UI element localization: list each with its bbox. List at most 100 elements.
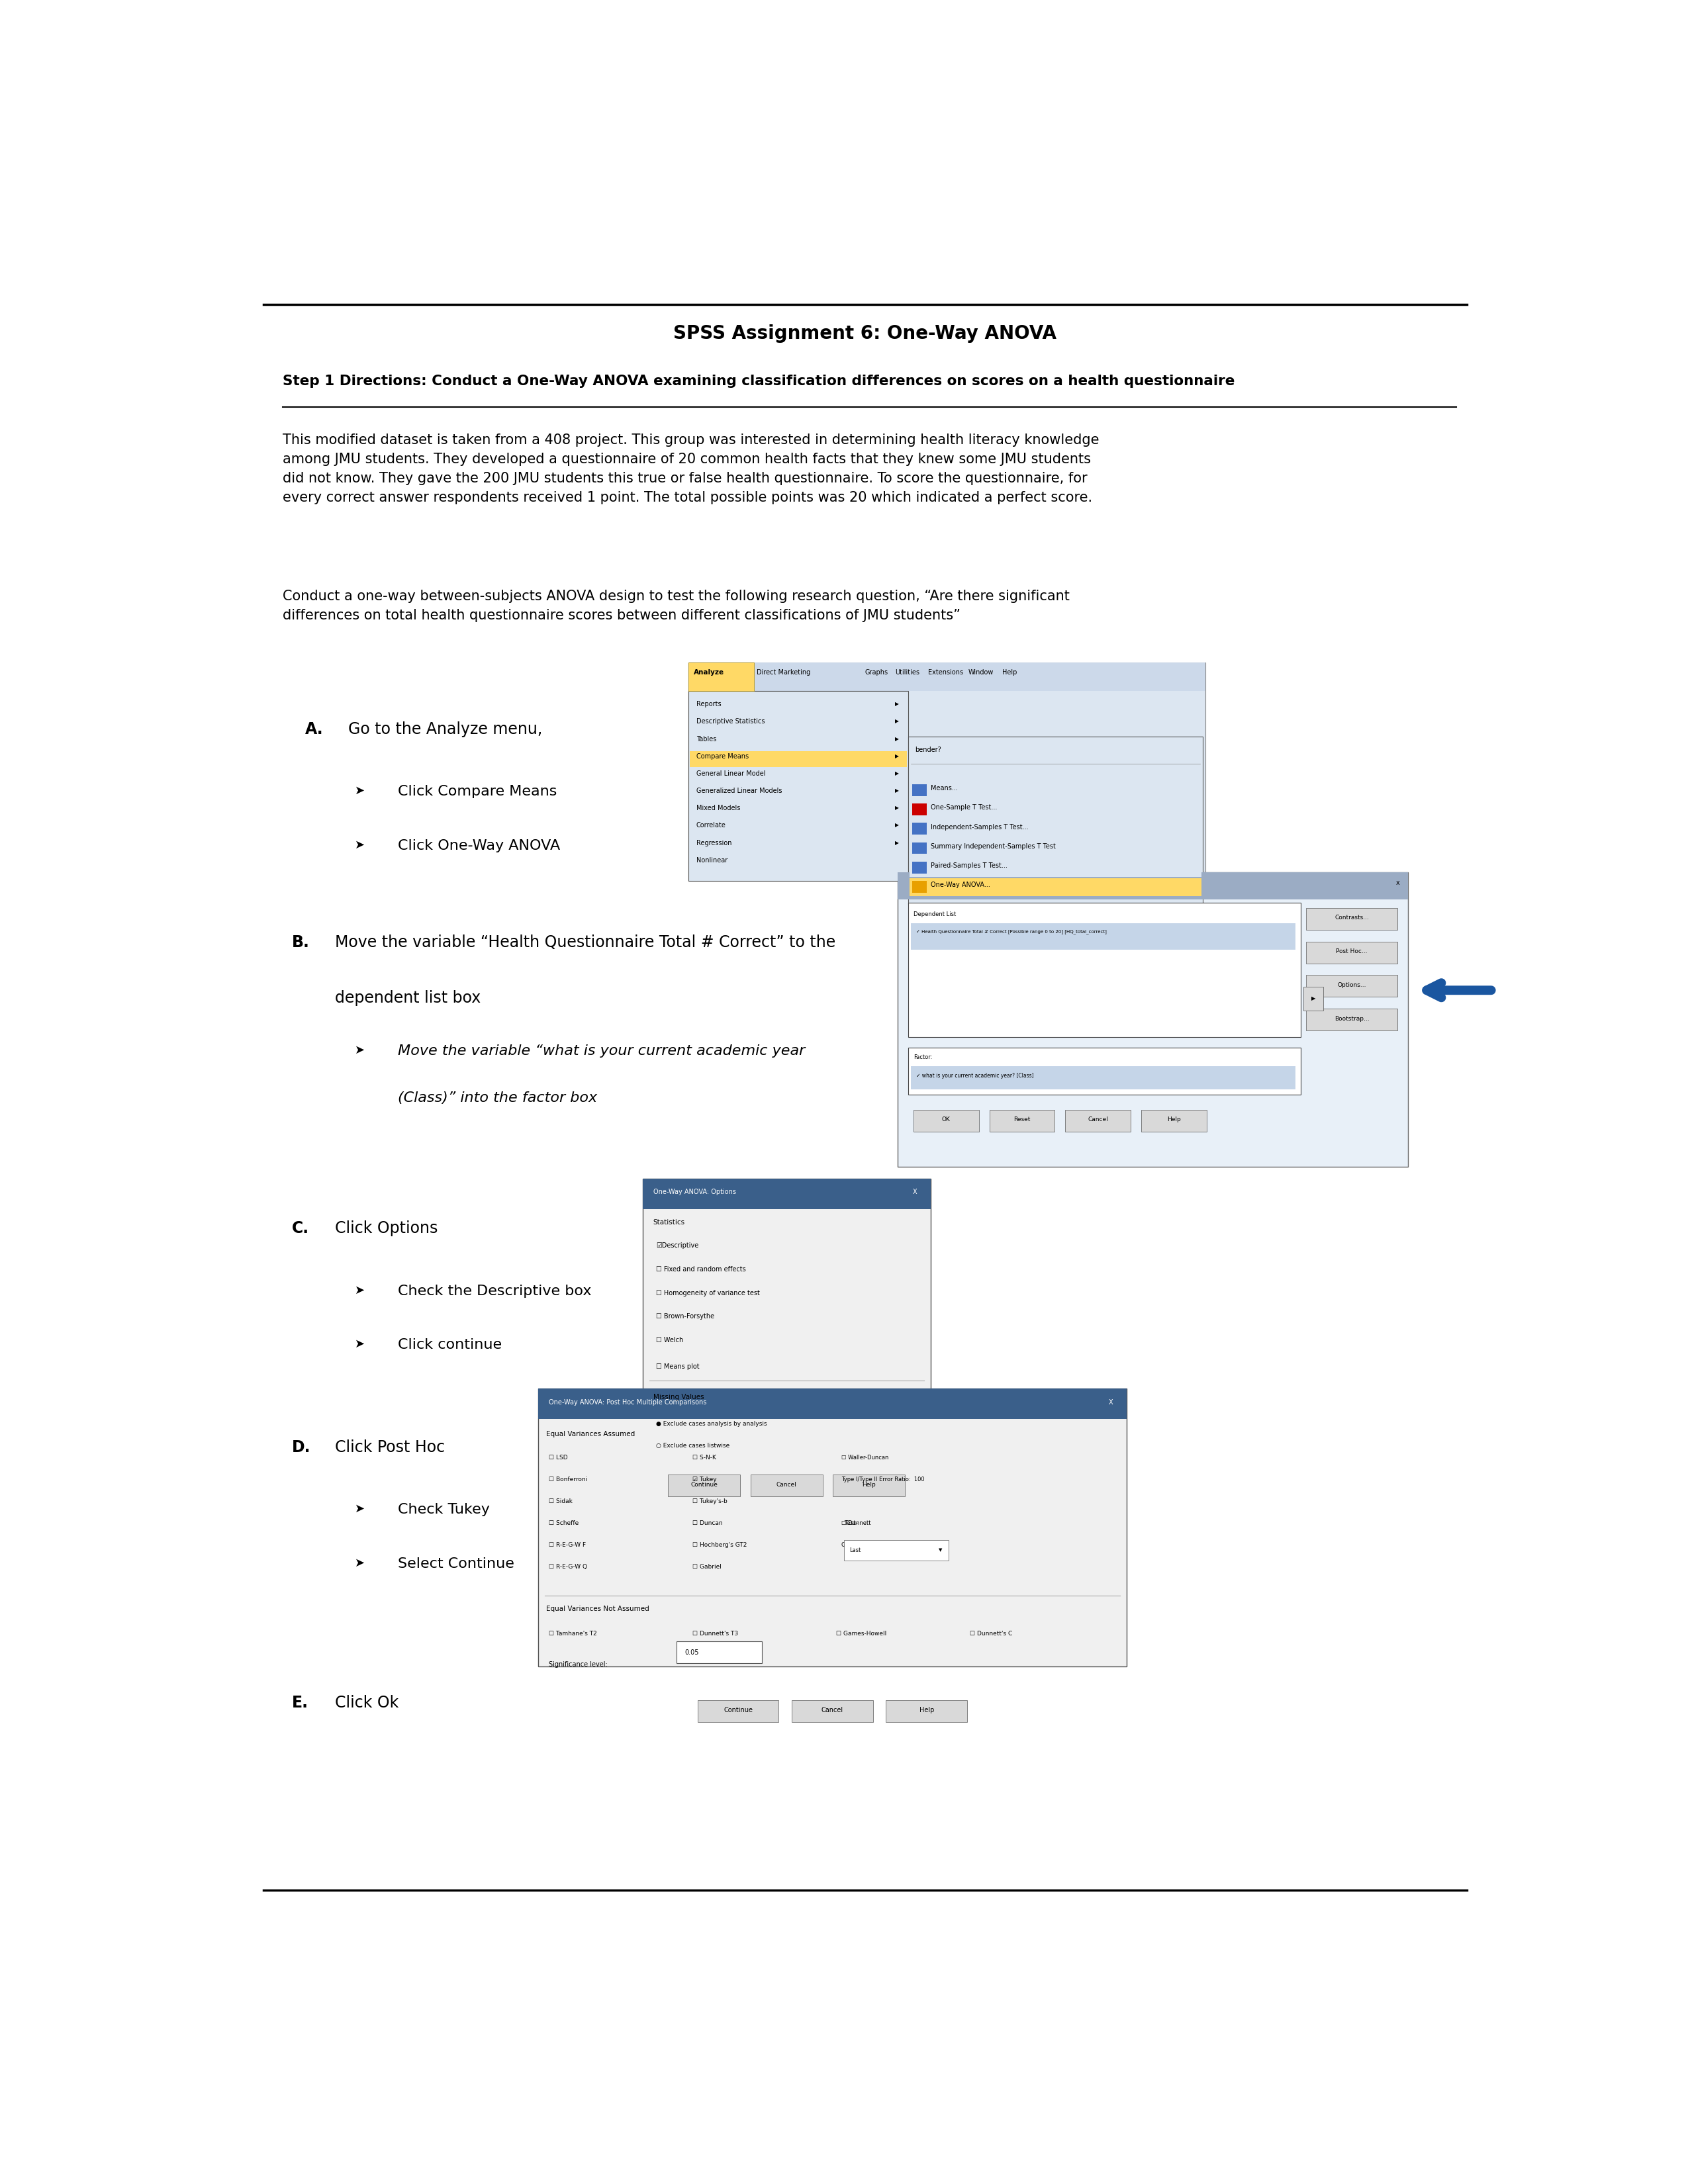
Text: This modified dataset is taken from a 408 project. This group was interested in : This modified dataset is taken from a 40…: [284, 435, 1099, 505]
FancyBboxPatch shape: [912, 880, 927, 893]
FancyBboxPatch shape: [898, 874, 1408, 900]
FancyBboxPatch shape: [689, 690, 908, 880]
Text: Last: Last: [849, 1546, 861, 1553]
Text: Select Continue: Select Continue: [398, 1557, 515, 1570]
Text: ☐ Duncan: ☐ Duncan: [692, 1520, 722, 1527]
Text: Tables: Tables: [697, 736, 716, 743]
Text: Contrasts...: Contrasts...: [1335, 915, 1369, 922]
Text: X: X: [1109, 1400, 1112, 1406]
Text: Control Category:  Last: Control Category: Last: [842, 1542, 905, 1548]
Text: ☐ Bonferroni: ☐ Bonferroni: [549, 1476, 587, 1483]
FancyBboxPatch shape: [689, 662, 1205, 690]
Text: Test-: Test-: [844, 1520, 858, 1527]
Text: (Class)” into the factor box: (Class)” into the factor box: [398, 1092, 598, 1105]
Text: ☐ Games-Howell: ☐ Games-Howell: [836, 1631, 886, 1638]
Text: Correlate: Correlate: [697, 821, 726, 830]
Text: ☐ Dunnett: ☐ Dunnett: [842, 1520, 871, 1527]
FancyBboxPatch shape: [989, 1109, 1055, 1131]
Text: ▶: ▶: [895, 821, 900, 828]
Text: ☐ Gabriel: ☐ Gabriel: [692, 1564, 721, 1570]
Text: Analyze: Analyze: [694, 668, 724, 675]
Text: Dependent List: Dependent List: [913, 911, 955, 917]
Text: ☐ Sidak: ☐ Sidak: [549, 1498, 572, 1505]
Text: Generalized Linear Models: Generalized Linear Models: [697, 788, 782, 795]
FancyBboxPatch shape: [792, 1699, 873, 1721]
Text: E.: E.: [292, 1695, 309, 1710]
Text: Options...: Options...: [1337, 983, 1366, 987]
Text: Reset: Reset: [1014, 1116, 1030, 1123]
Text: X: X: [913, 1188, 917, 1195]
Text: Click continue: Click continue: [398, 1339, 501, 1352]
Text: Extensions: Extensions: [928, 668, 964, 675]
FancyBboxPatch shape: [834, 1474, 905, 1496]
Text: C.: C.: [292, 1221, 309, 1236]
Text: ☐ R-E-G-W Q: ☐ R-E-G-W Q: [549, 1564, 587, 1570]
FancyBboxPatch shape: [677, 1640, 761, 1662]
Text: Continue: Continue: [724, 1706, 753, 1712]
Text: One-Way ANOVA...: One-Way ANOVA...: [930, 882, 989, 889]
Text: ▶: ▶: [895, 736, 900, 743]
Text: Check the Descriptive box: Check the Descriptive box: [398, 1284, 592, 1297]
Text: Independent-Samples T Test...: Independent-Samples T Test...: [930, 823, 1028, 830]
Text: bender?: bender?: [915, 747, 942, 753]
FancyBboxPatch shape: [898, 874, 1408, 1166]
Text: Step 1 Directions: Conduct a One-Way ANOVA examining classification differences : Step 1 Directions: Conduct a One-Way ANO…: [284, 376, 1236, 389]
Text: One-Way ANOVA: Options: One-Way ANOVA: Options: [653, 1188, 736, 1195]
FancyBboxPatch shape: [538, 1389, 1128, 1420]
Text: Bootstrap...: Bootstrap...: [1334, 1016, 1369, 1022]
FancyBboxPatch shape: [690, 804, 906, 819]
Text: Statistics: Statistics: [653, 1219, 685, 1225]
Text: x: x: [1396, 880, 1399, 887]
Text: Regression: Regression: [697, 839, 733, 845]
FancyBboxPatch shape: [913, 1109, 979, 1131]
FancyBboxPatch shape: [1307, 909, 1398, 930]
Text: Conduct a one-way between-subjects ANOVA design to test the following research q: Conduct a one-way between-subjects ANOVA…: [284, 590, 1070, 622]
Text: Reports: Reports: [697, 701, 721, 708]
Text: Window: Window: [969, 668, 994, 675]
Text: ☐ R-E-G-W F: ☐ R-E-G-W F: [549, 1542, 586, 1548]
Text: ● Exclude cases analysis by analysis: ● Exclude cases analysis by analysis: [655, 1422, 766, 1426]
FancyBboxPatch shape: [910, 782, 1202, 799]
Text: ● 2-sided  ○ Control  ○ ≤ Control: ● 2-sided ○ Control ○ ≤ Control: [844, 1542, 930, 1548]
FancyBboxPatch shape: [908, 1048, 1301, 1094]
Text: ➤: ➤: [354, 1339, 365, 1350]
Text: ☐ Tukey's-b: ☐ Tukey's-b: [692, 1498, 728, 1505]
FancyBboxPatch shape: [912, 804, 927, 815]
Text: Go to the Analyze menu,: Go to the Analyze menu,: [348, 721, 542, 736]
Text: ➤: ➤: [354, 1557, 365, 1568]
FancyBboxPatch shape: [908, 902, 1301, 1037]
FancyBboxPatch shape: [908, 736, 1202, 904]
Text: ☐ Waller-Duncan: ☐ Waller-Duncan: [842, 1455, 890, 1461]
Text: ➤: ➤: [354, 784, 365, 797]
FancyBboxPatch shape: [1065, 1109, 1131, 1131]
Text: Move the variable “what is your current academic year: Move the variable “what is your current …: [398, 1044, 805, 1057]
Text: ▶: ▶: [895, 788, 900, 793]
FancyBboxPatch shape: [910, 762, 1202, 780]
Text: One-Way ANOVA: Post Hoc Multiple Comparisons: One-Way ANOVA: Post Hoc Multiple Compari…: [549, 1400, 706, 1406]
Text: Move the variable “Health Questionnaire Total # Correct” to the: Move the variable “Health Questionnaire …: [336, 935, 836, 950]
FancyBboxPatch shape: [1307, 1009, 1398, 1031]
Text: Graphs: Graphs: [864, 668, 888, 675]
FancyBboxPatch shape: [643, 1179, 930, 1210]
Text: Descriptive Statistics: Descriptive Statistics: [697, 719, 765, 725]
Text: dependent list box: dependent list box: [336, 989, 481, 1007]
Text: ➤: ➤: [354, 1044, 365, 1057]
Text: B.: B.: [292, 935, 311, 950]
Text: ▶: ▶: [895, 839, 900, 845]
Text: General Linear Model: General Linear Model: [697, 771, 766, 778]
FancyBboxPatch shape: [912, 823, 927, 834]
Text: Help: Help: [1166, 1116, 1180, 1123]
Text: Type I/Type II Error Ratio:  100: Type I/Type II Error Ratio: 100: [842, 1476, 925, 1483]
Text: Post Hoc...: Post Hoc...: [1335, 948, 1367, 954]
FancyBboxPatch shape: [1307, 941, 1398, 963]
Text: OK: OK: [942, 1116, 950, 1123]
FancyBboxPatch shape: [690, 839, 906, 854]
Text: Click One-Way ANOVA: Click One-Way ANOVA: [398, 839, 560, 852]
Text: Utilities: Utilities: [895, 668, 920, 675]
Text: One-Sample T Test...: One-Sample T Test...: [930, 804, 998, 810]
Text: ☐ Fixed and random effects: ☐ Fixed and random effects: [655, 1267, 746, 1273]
FancyBboxPatch shape: [668, 1474, 739, 1496]
Text: 0.05: 0.05: [685, 1649, 699, 1655]
FancyBboxPatch shape: [910, 858, 1202, 876]
Text: ➤: ➤: [354, 1503, 365, 1516]
